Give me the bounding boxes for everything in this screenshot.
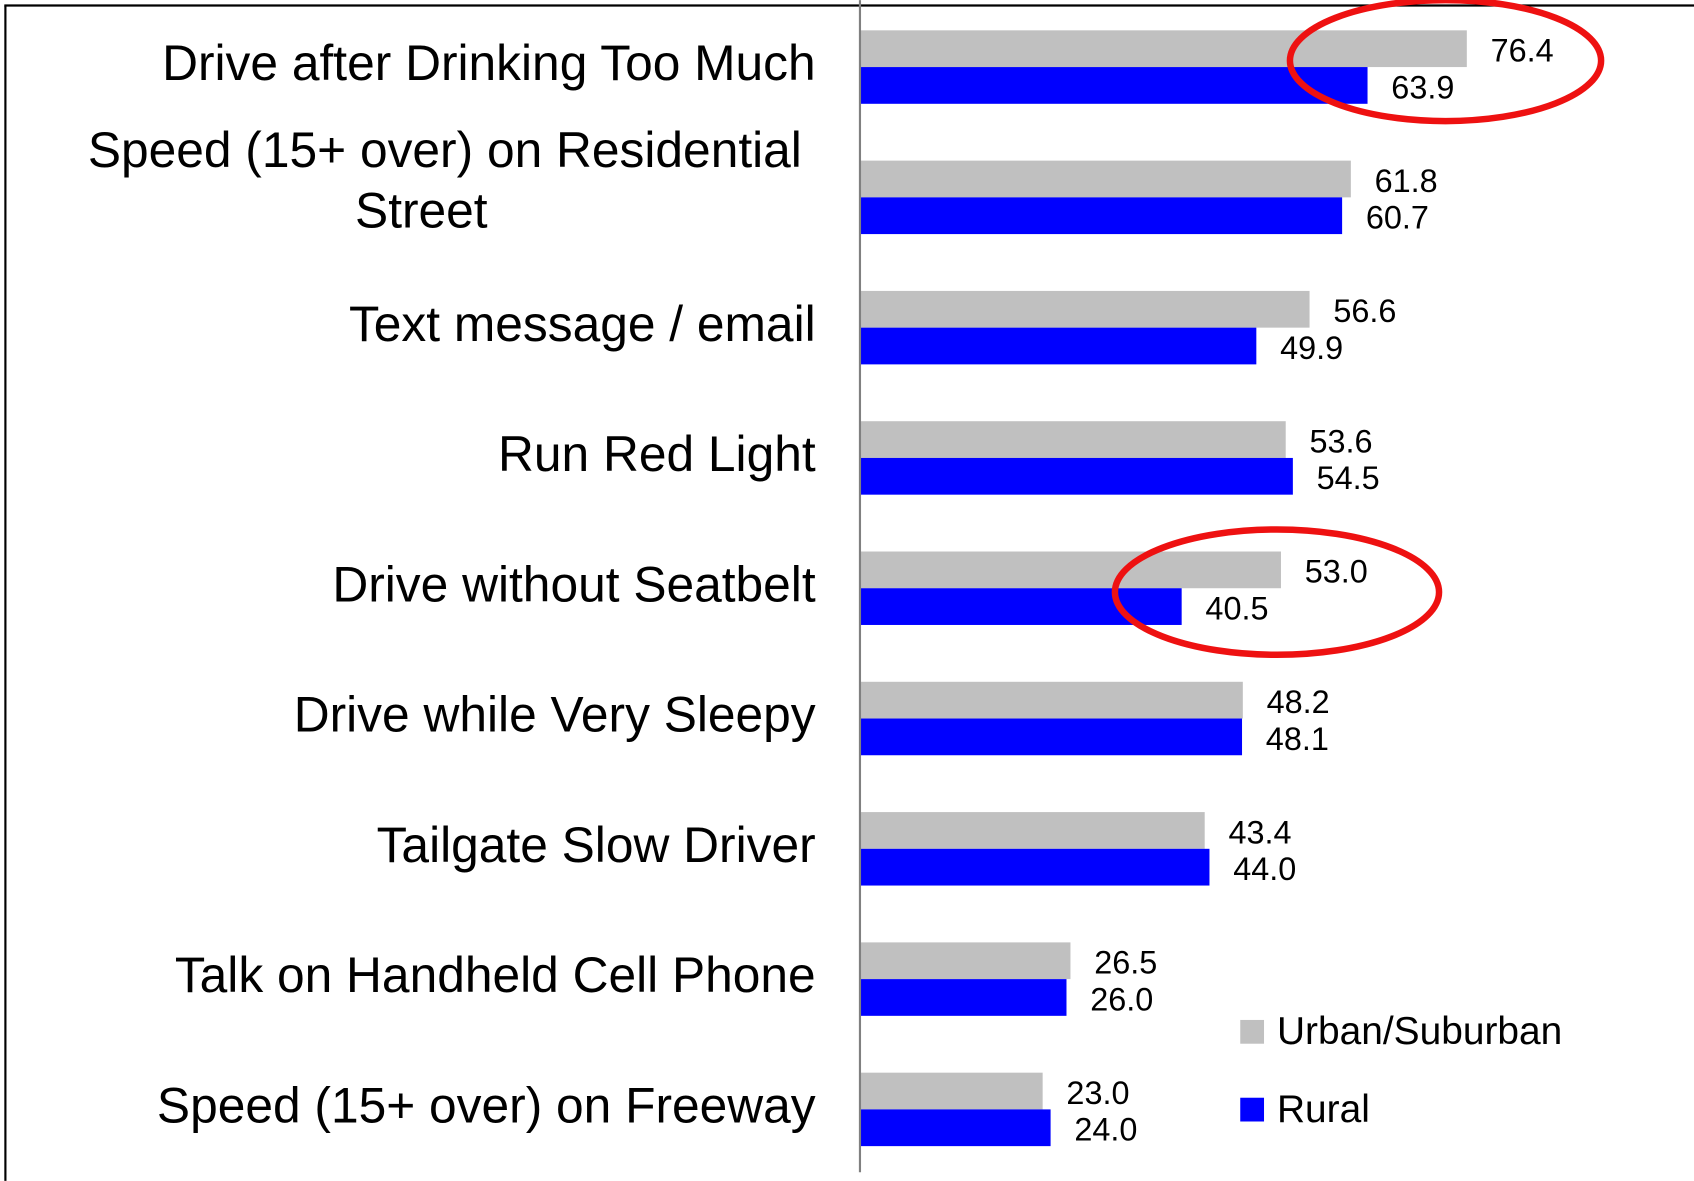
value-label: 26.0 bbox=[1090, 981, 1153, 1017]
category-label: Speed (15+ over) on Freeway bbox=[157, 1078, 816, 1134]
value-label: 63.9 bbox=[1391, 69, 1454, 105]
legend-swatch bbox=[1240, 1097, 1265, 1122]
category-label: Tailgate Slow Driver bbox=[377, 817, 816, 873]
legend-label: Rural bbox=[1277, 1088, 1370, 1131]
value-label: 53.6 bbox=[1309, 423, 1372, 459]
category-label: Drive while Very Sleepy bbox=[294, 687, 816, 743]
bar bbox=[859, 681, 1243, 719]
bar bbox=[859, 421, 1286, 458]
category-label: Drive after Drinking Too Much bbox=[162, 35, 816, 91]
value-label: 49.9 bbox=[1280, 330, 1343, 366]
bar bbox=[859, 160, 1351, 198]
bar bbox=[859, 551, 1281, 589]
highlight-ellipse bbox=[1111, 526, 1443, 659]
value-label: 76.4 bbox=[1491, 33, 1554, 69]
value-label: 44.0 bbox=[1233, 851, 1296, 887]
bar bbox=[859, 290, 1310, 328]
value-label: 23.0 bbox=[1066, 1075, 1129, 1111]
bar bbox=[859, 848, 1210, 886]
bar bbox=[859, 812, 1205, 849]
bar bbox=[859, 942, 1071, 980]
value-label: 54.5 bbox=[1317, 460, 1380, 496]
bar bbox=[859, 327, 1257, 365]
value-label: 60.7 bbox=[1366, 200, 1429, 236]
highlight-ellipse bbox=[1286, 0, 1605, 125]
bar bbox=[859, 67, 1368, 104]
bar bbox=[859, 718, 1243, 756]
category-label: Drive without Seatbelt bbox=[332, 556, 816, 612]
value-label: 48.2 bbox=[1267, 684, 1330, 720]
bar bbox=[859, 457, 1293, 495]
legend-swatch bbox=[1240, 1019, 1265, 1044]
category-label: Text message / email bbox=[349, 296, 816, 352]
value-label: 24.0 bbox=[1074, 1112, 1137, 1148]
value-label: 40.5 bbox=[1205, 590, 1268, 626]
category-label: Talk on Handheld Cell Phone bbox=[175, 947, 816, 1003]
bar bbox=[859, 1072, 1043, 1110]
bar bbox=[859, 197, 1343, 235]
value-label: 26.5 bbox=[1094, 945, 1157, 981]
category-label: Speed (15+ over) on Residential Street bbox=[88, 122, 816, 238]
category-label: Run Red Light bbox=[498, 426, 816, 482]
bar bbox=[859, 30, 1467, 68]
bar bbox=[859, 1109, 1051, 1147]
value-label: 53.0 bbox=[1305, 554, 1368, 590]
value-label: 48.1 bbox=[1266, 721, 1329, 757]
value-label: 56.6 bbox=[1333, 293, 1396, 329]
value-label: 61.8 bbox=[1375, 163, 1438, 199]
plot: Drive after Drinking Too Much 76.4 63.9 Spe… bbox=[88, 30, 1562, 1148]
legend-label: Urban/Suburban bbox=[1277, 1010, 1562, 1053]
bar bbox=[859, 979, 1067, 1016]
value-label: 43.4 bbox=[1228, 814, 1291, 850]
